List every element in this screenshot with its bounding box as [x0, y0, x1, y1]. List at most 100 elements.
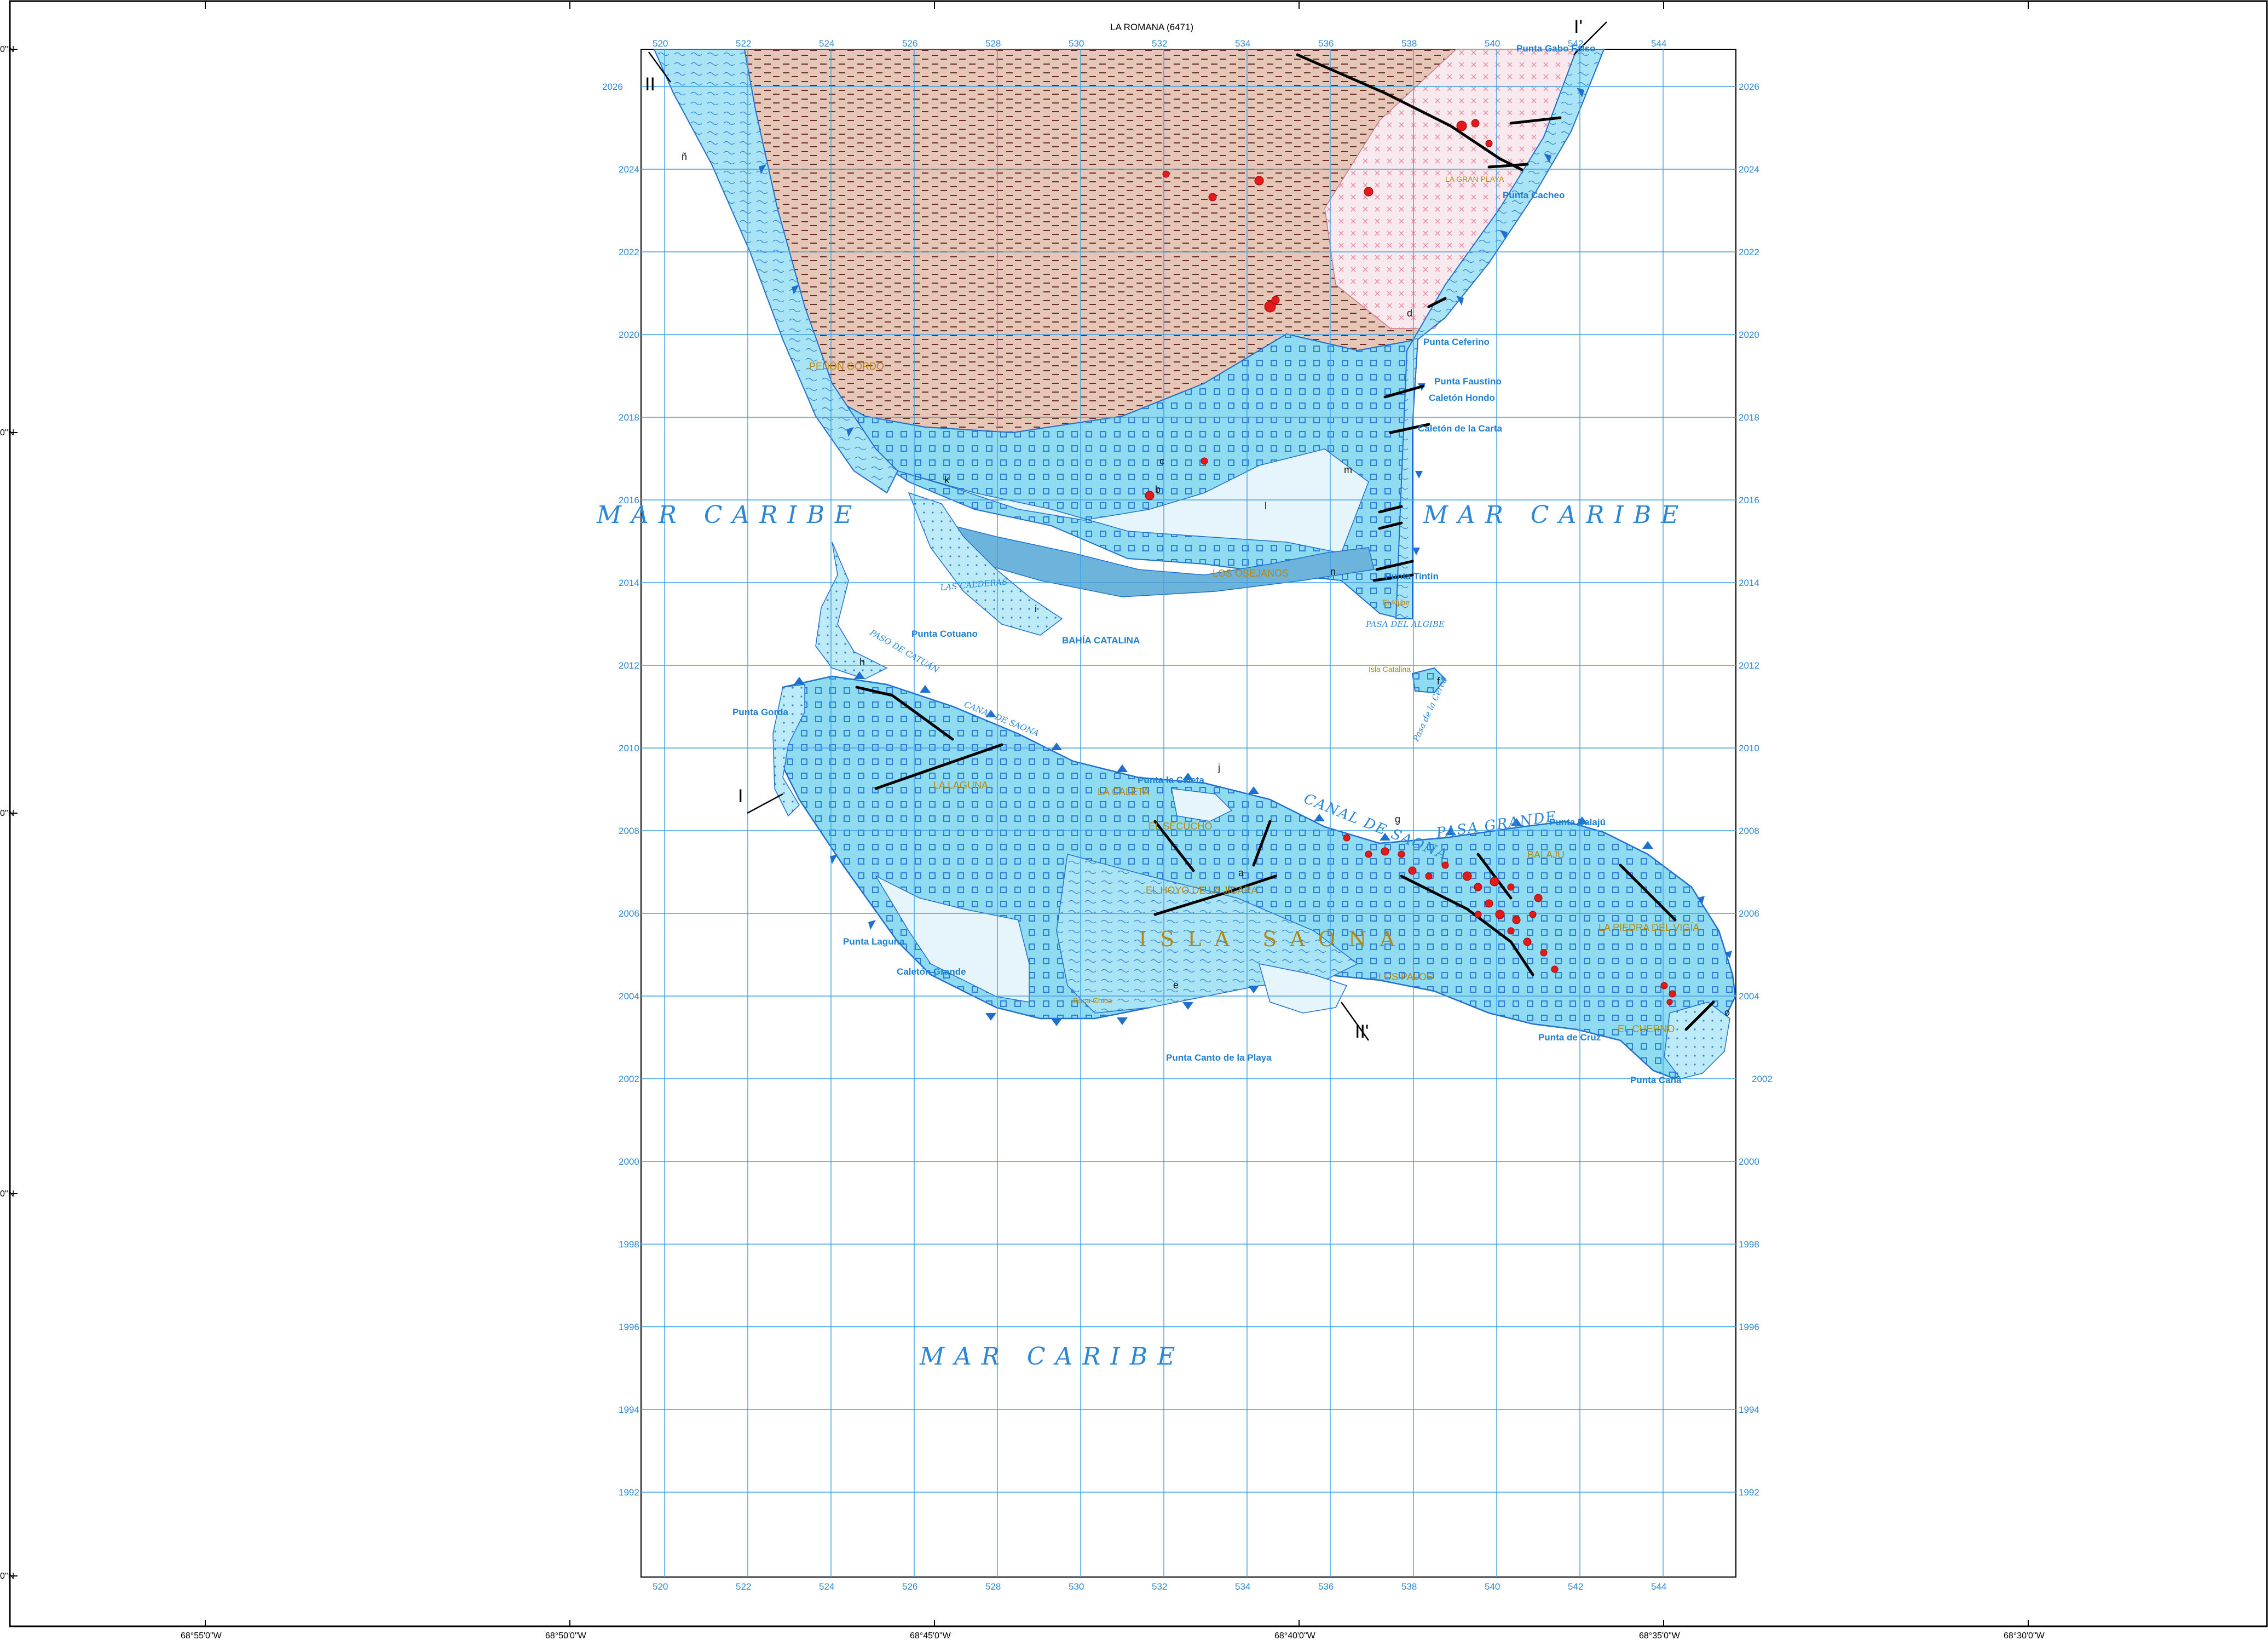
- northing-right-2004: 2004: [1739, 991, 1759, 1002]
- place-punta-cacheo: Punta Cacheo: [1503, 190, 1565, 200]
- easting-top-538: 538: [1401, 38, 1417, 49]
- place-names-gold: PEÑÓN GORDO LA GRAN PLAYA LOS OBEJANOS E…: [809, 175, 1699, 1034]
- place-penon-gordo: PEÑÓN GORDO: [809, 360, 884, 372]
- place-los-palos: LOS PALOS: [1378, 971, 1433, 982]
- place-la-piedra-del-vigia: LA PIEDRA DEL VIGÍA: [1598, 922, 1699, 933]
- northing-left-2002: 2002: [619, 1074, 639, 1084]
- northing-left-2000: 2000: [619, 1156, 639, 1167]
- outcrop-markers: [1145, 119, 1676, 1005]
- unit-d: d: [1407, 308, 1412, 319]
- place-bahia-catalina: BAHÍA CATALINA: [1062, 635, 1140, 646]
- sea-label-west: M A R C A R I B E: [596, 501, 853, 529]
- mainland-geology: [653, 49, 1605, 636]
- unit-a: a: [1238, 867, 1244, 878]
- lat-label-0: 0"N: [0, 45, 14, 54]
- unit-g: g: [1395, 814, 1400, 825]
- place-balaju: BALAJÚ: [1527, 849, 1565, 860]
- easting-top-530: 530: [1069, 38, 1084, 49]
- axis-ticks: [10, 1, 2029, 1626]
- place-isla-catalina: Isla Catalina: [1369, 665, 1411, 674]
- unit-n: n: [1330, 566, 1336, 577]
- mainland-west-strip: [653, 49, 899, 494]
- unit-h: h: [859, 657, 865, 667]
- easting-bot-526: 526: [902, 1581, 917, 1592]
- northing-left-1998: 1998: [619, 1239, 639, 1250]
- easting-top-536: 536: [1318, 38, 1334, 49]
- section-label-ii: II: [645, 74, 655, 95]
- northing-right-2006: 2006: [1739, 908, 1759, 919]
- northing-left-2010: 2010: [619, 743, 639, 753]
- mainland-pale-zone: [897, 448, 1369, 554]
- northing-left-2012: 2012: [619, 660, 639, 671]
- easting-bot-530: 530: [1069, 1581, 1084, 1592]
- easting-top-520: 520: [653, 38, 668, 49]
- northing-left-2016: 2016: [619, 495, 639, 505]
- easting-top-522: 522: [736, 38, 751, 49]
- lon-label-4: 68°35'0"W: [1639, 1631, 1681, 1640]
- place-punta-gabo-falso: Punta Gabo Falso: [1516, 43, 1596, 54]
- northing-left-2014: 2014: [619, 578, 639, 588]
- easting-bot-522: 522: [736, 1581, 751, 1592]
- water-pasa-del-algibe: PASA DEL ALGIBE: [1365, 619, 1445, 629]
- saona-pale-north: [1171, 788, 1233, 822]
- lat-label-4: 0"N: [0, 1572, 14, 1581]
- section-label-i-prime: I': [1574, 16, 1583, 37]
- place-punta-balaju: Punta Balajú: [1549, 817, 1606, 827]
- place-punta-ceferino: Punta Ceferino: [1423, 337, 1490, 347]
- easting-top-544: 544: [1651, 38, 1666, 49]
- northing-right-2020: 2020: [1739, 330, 1759, 340]
- lon-label-3: 68°40'0"W: [1274, 1631, 1316, 1640]
- unit-f: f: [1437, 676, 1440, 687]
- island-name-isla-saona: I S L A S A O N A: [1139, 927, 1398, 951]
- northing-left-1992: 1992: [619, 1487, 639, 1498]
- place-caleton-hondo: Caletón Hondo: [1429, 393, 1495, 403]
- northing-right-2014: 2014: [1739, 578, 1759, 588]
- lon-label-5: 68°30'0"W: [2004, 1631, 2045, 1640]
- northing-right-2016: 2016: [1739, 495, 1759, 505]
- place-la-caleta: LA CALETA: [1098, 786, 1150, 797]
- northing-labels: 2026 2024 2022 2020 2018 2016 2014 2012 …: [602, 82, 1773, 1498]
- unit-letters: a b c d e f g h i j k l m n ñ o: [682, 151, 1730, 1018]
- place-boca-chica: Boca Chica: [1073, 996, 1112, 1005]
- unit-c: c: [1159, 456, 1164, 467]
- mainland-peninsula-tail: [908, 492, 1063, 636]
- northing-right-2000: 2000: [1739, 1156, 1759, 1167]
- unit-j: j: [1217, 762, 1220, 773]
- unit-i: i: [1035, 603, 1037, 614]
- unit-m: m: [1344, 464, 1352, 475]
- northing-left-2026: 2026: [602, 82, 623, 92]
- cross-section-lines: [648, 21, 1607, 1041]
- easting-bot-540: 540: [1485, 1581, 1500, 1592]
- northing-left-1996: 1996: [619, 1322, 639, 1332]
- easting-top-528: 528: [985, 38, 1001, 49]
- unit-l: l: [1265, 500, 1267, 511]
- easting-top-540: 540: [1485, 38, 1500, 49]
- place-los-obejanos: LOS OBEJANOS: [1213, 568, 1289, 579]
- northing-right-2012: 2012: [1739, 660, 1759, 671]
- northing-right-1998: 1998: [1739, 1239, 1759, 1250]
- lat-label-3: 0"N: [0, 1189, 14, 1199]
- place-punta-faustino: Punta Faustino: [1434, 376, 1502, 387]
- easting-top-534: 534: [1235, 38, 1250, 49]
- northing-right-2010: 2010: [1739, 743, 1759, 753]
- place-punta-la-caleta: Punta la Caleta: [1138, 775, 1204, 785]
- section-label-ii-prime: II': [1355, 1021, 1369, 1042]
- place-el-cuerno: EL CUERNO: [1618, 1023, 1675, 1034]
- northing-left-2006: 2006: [619, 908, 639, 919]
- easting-bot-524: 524: [819, 1581, 834, 1592]
- sheet-title: LA ROMANA (6471): [1110, 22, 1193, 32]
- place-el-secucho: EL SECUCHO: [1149, 821, 1212, 832]
- place-punta-cotuano: Punta Cotuano: [911, 629, 978, 639]
- unit-e: e: [1173, 980, 1179, 991]
- easting-labels-top: 520 522 524 526 528 530 532 534 536 538 …: [653, 38, 1666, 49]
- lon-label-2: 68°45'0"W: [910, 1631, 951, 1640]
- escarpment-symbols: [759, 88, 1732, 1026]
- easting-top-526: 526: [902, 38, 917, 49]
- section-label-i: I: [738, 786, 743, 807]
- northing-right-1994: 1994: [1739, 1405, 1759, 1415]
- easting-labels-bottom: 520 522 524 526 528 530 532 534 536 538 …: [653, 1581, 1666, 1592]
- utm-grid: [641, 49, 1736, 1577]
- easting-bot-538: 538: [1401, 1581, 1417, 1592]
- northing-left-2024: 2024: [619, 164, 639, 175]
- lat-label-1: 0"N: [0, 428, 14, 438]
